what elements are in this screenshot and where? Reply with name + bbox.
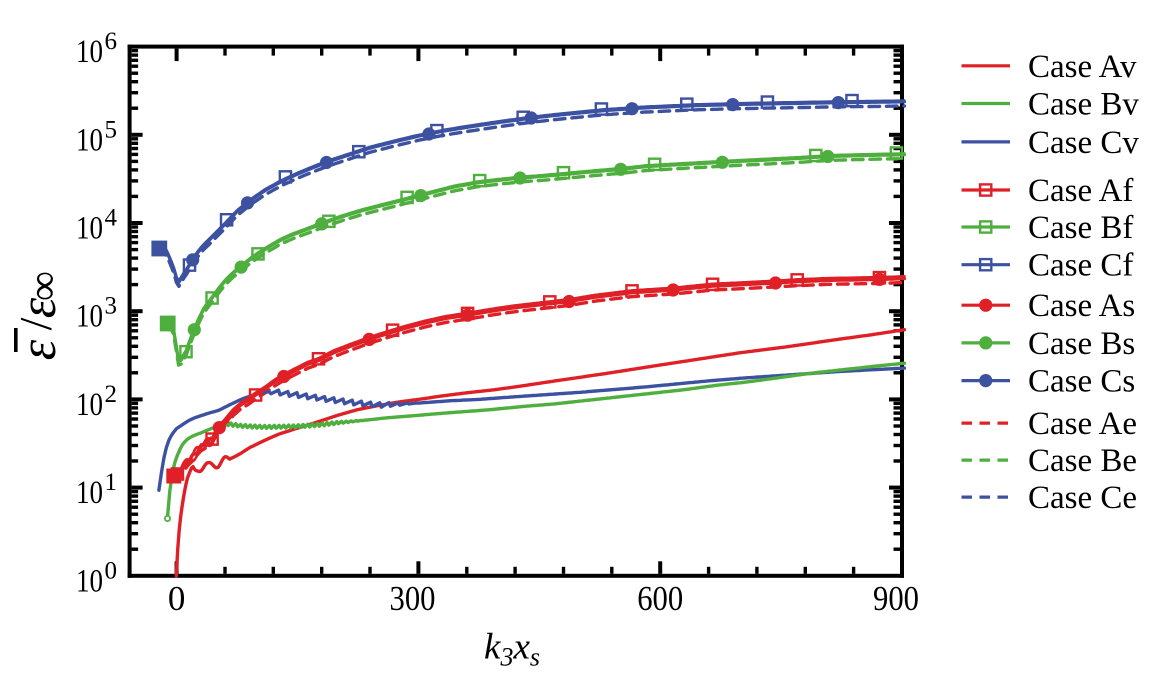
svg-text:2: 2 — [105, 381, 118, 408]
svg-text:6: 6 — [105, 28, 118, 55]
svg-text:10: 10 — [76, 475, 103, 511]
svg-text:Case Bs: Case Bs — [1028, 326, 1135, 362]
svg-text:Case Cf: Case Cf — [1028, 248, 1133, 284]
svg-text:Case Cv: Case Cv — [1028, 125, 1139, 161]
svg-text:Case Bf: Case Bf — [1028, 210, 1133, 246]
svg-text:Case Be: Case Be — [1028, 443, 1137, 479]
svg-text:10: 10 — [76, 34, 103, 70]
svg-text:Case Ce: Case Ce — [1028, 480, 1137, 516]
svg-text:Case Av: Case Av — [1028, 49, 1137, 85]
svg-text:4: 4 — [105, 205, 118, 232]
svg-text:300: 300 — [390, 579, 436, 618]
svg-text:3: 3 — [105, 293, 118, 320]
svg-text:Case As: Case As — [1028, 288, 1135, 324]
svg-text:10: 10 — [76, 299, 103, 335]
svg-text:10: 10 — [76, 122, 103, 158]
svg-text:0: 0 — [105, 557, 118, 584]
svg-text:ε/ε∞: ε/ε∞ — [10, 271, 67, 360]
svg-text:10: 10 — [76, 211, 103, 247]
svg-text:5: 5 — [105, 116, 118, 143]
svg-text:10: 10 — [76, 387, 103, 423]
svg-text:10: 10 — [76, 563, 103, 599]
svg-text:0: 0 — [168, 579, 186, 618]
svg-text:Case Bv: Case Bv — [1028, 87, 1139, 123]
svg-text:Case Cs: Case Cs — [1028, 364, 1135, 400]
svg-text:600: 600 — [637, 579, 683, 618]
svg-text:Case Af: Case Af — [1028, 173, 1133, 209]
svg-text:Case Ae: Case Ae — [1028, 406, 1137, 442]
svg-text:900: 900 — [873, 579, 919, 618]
svg-text:1: 1 — [105, 469, 118, 496]
